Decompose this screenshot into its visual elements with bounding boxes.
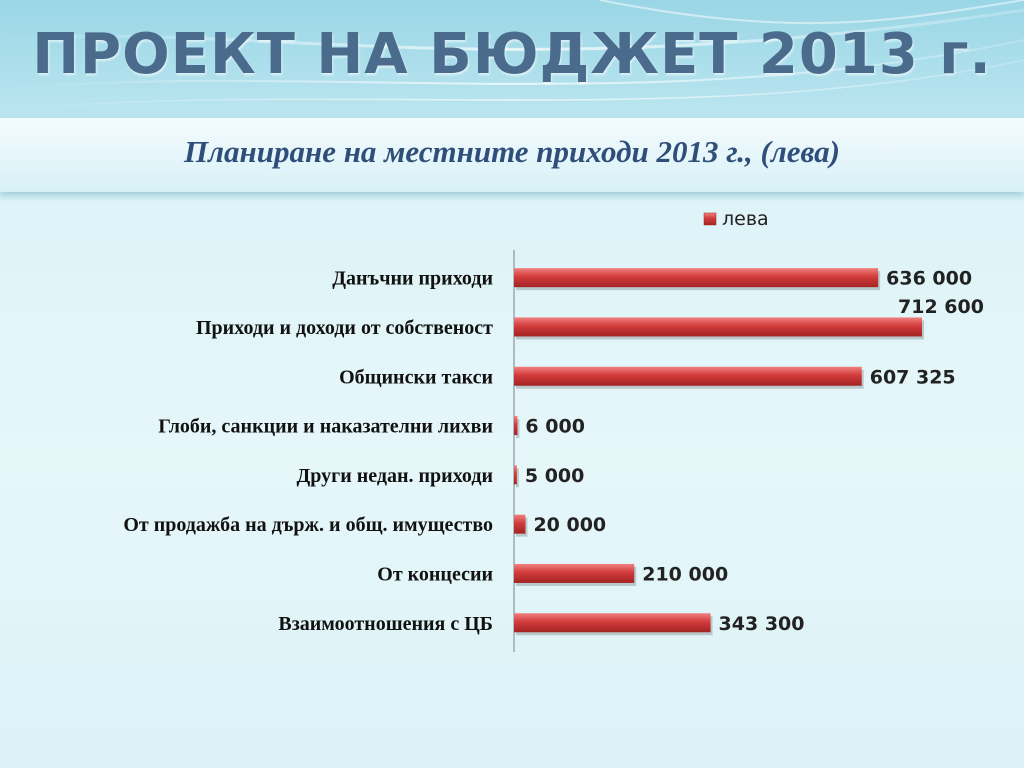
category-label: Общински такси	[339, 366, 493, 388]
bar	[514, 613, 711, 633]
value-label: 343 300	[719, 613, 805, 635]
value-label: 20 000	[533, 514, 606, 536]
bar-chart: лева Данъчни приходи 636 000 Приходи и дохо…	[123, 208, 984, 652]
legend-swatch	[703, 212, 717, 226]
bar-shadow	[516, 468, 519, 488]
bar-shadow	[516, 419, 520, 439]
category-label: Други недан. приходи	[297, 465, 493, 487]
value-label: 636 000	[886, 268, 972, 290]
value-label: 6 000	[525, 416, 585, 438]
bar	[514, 514, 526, 534]
value-label: 712 600	[898, 296, 984, 318]
chart-subtitle: Планиране на местните приходи 2013 г., (…	[184, 134, 840, 169]
value-label: 210 000	[642, 563, 728, 585]
legend-label: лева	[722, 208, 769, 230]
bar	[514, 317, 922, 337]
bar	[514, 268, 879, 288]
slide-title: ПРОЕКТ НА БЮДЖЕТ 2013 г.	[32, 22, 992, 87]
category-label: От концесии	[377, 563, 493, 585]
category-label: Глоби, санкции и наказателни лихви	[158, 416, 493, 438]
category-label: Данъчни приходи	[332, 268, 493, 290]
value-label: 607 325	[870, 366, 956, 388]
bar	[514, 563, 635, 583]
category-label: От продажба на държ. и общ. имущество	[123, 514, 493, 536]
bar	[514, 366, 862, 386]
value-label: 5 000	[525, 465, 585, 487]
category-label: Приходи и доходи от собственост	[196, 317, 493, 339]
bar	[514, 465, 517, 485]
category-label: Взаимоотношения с ЦБ	[278, 613, 493, 635]
subtitle-band: Планиране на местните приходи 2013 г., (…	[0, 118, 1024, 192]
bar	[514, 416, 518, 436]
